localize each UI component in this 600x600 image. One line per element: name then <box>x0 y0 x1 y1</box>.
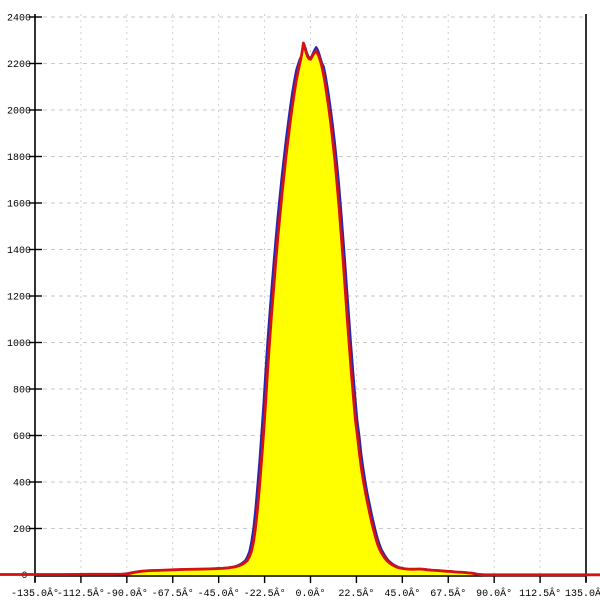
y-tick-label-zero: 0 <box>21 571 27 582</box>
x-tick-label: -112.5Â° <box>57 586 105 600</box>
y-tick-label: 1400 <box>7 246 31 257</box>
main-red-curve <box>0 41 600 577</box>
x-tick-label: -90.0Â° <box>106 586 148 600</box>
x-tick-label: -135.0Â° <box>11 586 59 600</box>
x-tick-label: 22.5Â° <box>338 586 374 600</box>
x-tick-label: -22.5Â° <box>244 586 286 600</box>
y-tick-label: 1800 <box>7 153 31 164</box>
x-tick-label: 90.0Â° <box>476 586 512 600</box>
x-tick-label: 135.0Â° <box>565 586 600 600</box>
y-tick-label: 400 <box>13 479 31 490</box>
x-tick-label: -67.5Â° <box>152 586 194 600</box>
y-tick-label: 800 <box>13 386 31 397</box>
y-tick-label: 1600 <box>7 200 31 211</box>
y-tick-label: 2000 <box>7 107 31 118</box>
x-tick-label: 112.5Â° <box>519 586 561 600</box>
y-tick-label: 600 <box>13 432 31 443</box>
x-tick-label: 67.5Â° <box>430 586 466 600</box>
y-tick-label: 200 <box>13 525 31 536</box>
y-tick-label: 1000 <box>7 339 31 350</box>
y-tick-label: 1200 <box>7 293 31 304</box>
x-tick-label: 45.0Â° <box>384 586 420 600</box>
x-tick-label: -45.0Â° <box>198 586 240 600</box>
x-tick-label: 0.0Â° <box>295 586 325 600</box>
main-red-area <box>0 43 600 575</box>
y-tick-label: 2400 <box>7 14 31 25</box>
y-tick-label: 2200 <box>7 60 31 71</box>
